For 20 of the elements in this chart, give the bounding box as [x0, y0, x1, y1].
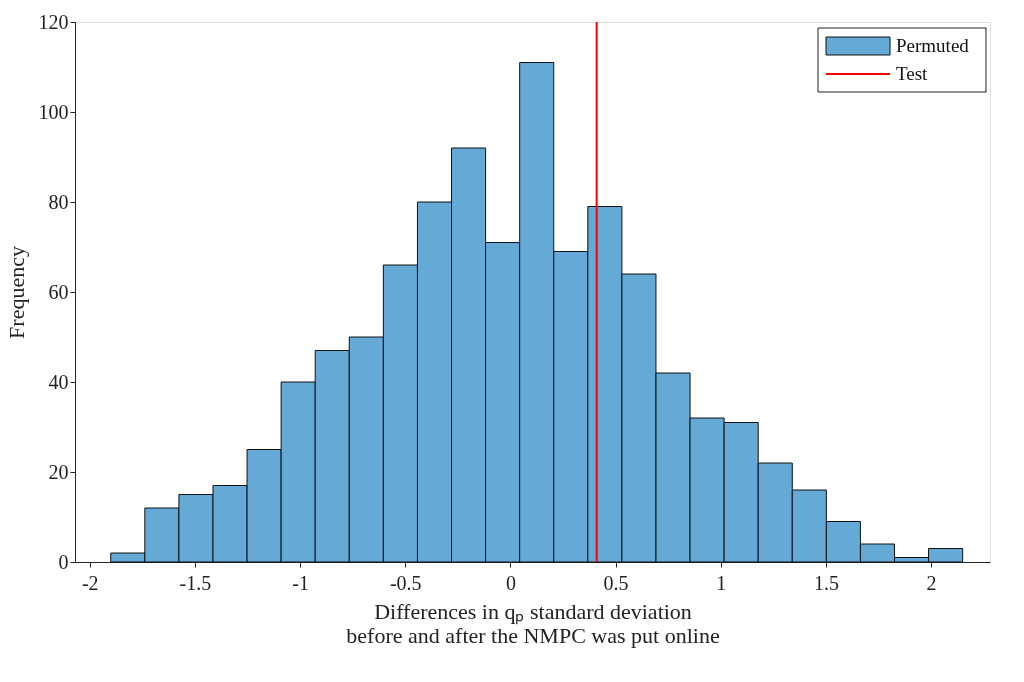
y-tick-label: 40 [48, 370, 69, 393]
x-tick-label: -2 [81, 571, 99, 594]
x-tick-label: 2 [926, 571, 937, 594]
y-tick-label: 80 [48, 190, 69, 213]
x-tick-label: 0 [505, 571, 516, 594]
legend-label: Test [896, 63, 929, 84]
x-tick-label: -1.5 [179, 571, 212, 594]
x-tick-label: -1 [292, 571, 309, 594]
x-axis-title: Differences in qₚ standard deviation before and after the NMPC was put online [346, 598, 720, 648]
x-tick-label: 1 [716, 571, 727, 594]
y-tick-label: 120 [38, 10, 69, 33]
x-tick-label: 1.5 [813, 571, 839, 594]
y-tick-label: 60 [48, 280, 69, 303]
x-tick-label: 0.5 [603, 571, 629, 594]
x-tick-label: -0.5 [389, 571, 422, 594]
y-axis-title: Frequency [3, 246, 29, 339]
legend-label: Permuted [896, 35, 970, 56]
y-tick-label: 0 [58, 550, 69, 573]
y-tick-label: 20 [48, 460, 69, 483]
y-tick-label: 100 [38, 100, 69, 123]
